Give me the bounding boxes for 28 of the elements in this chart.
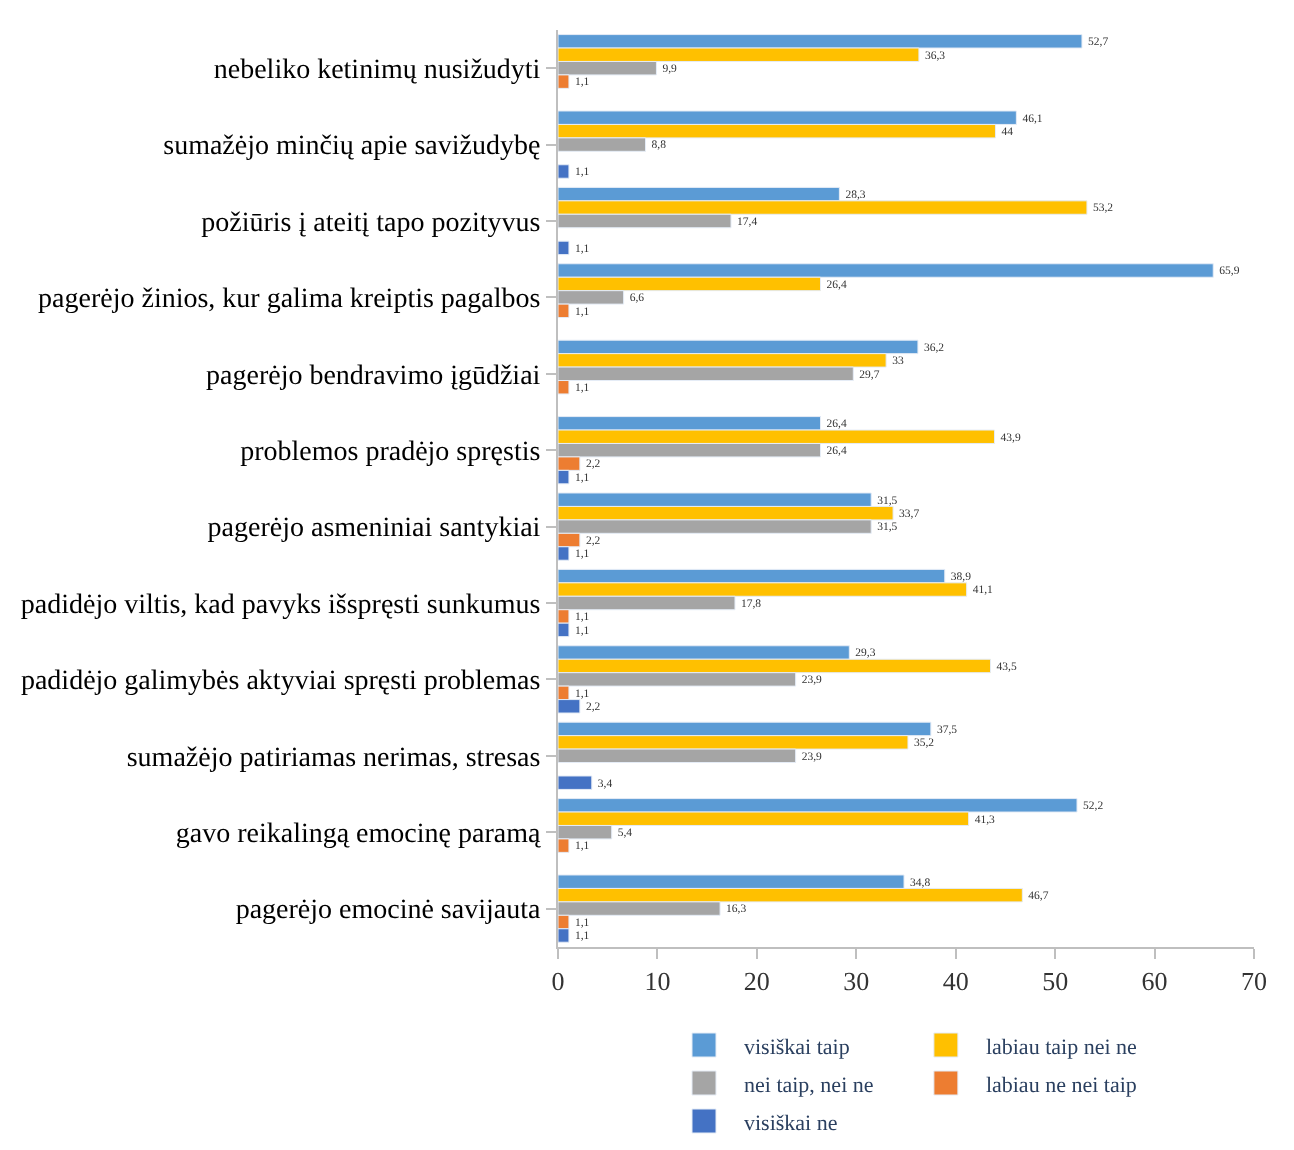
legend-label: visiškai ne — [744, 1111, 838, 1136]
legend-label: labiau taip nei ne — [985, 1035, 1137, 1060]
x-tick-label: 70 — [1241, 966, 1267, 996]
y-tick-label: padidėjo galimybės aktyviai spręsti problemas — [20, 667, 541, 698]
bar — [558, 775, 593, 790]
y-tick-label: nebeliko ketinimų nusižudyti — [213, 56, 541, 86]
y-tick-label: pagerėjo emocinė savijauta — [235, 896, 542, 927]
y-tick-label: gavo reikalingą emocinę paramą — [175, 820, 542, 850]
bar — [558, 240, 570, 256]
x-tick-label: 30 — [843, 966, 870, 996]
y-tick-label: sumažėjo minčių apie savižudybę — [163, 132, 541, 163]
legend-label: nei taip, nei ne — [744, 1073, 874, 1098]
y-tick-label: pagerėjo asmeniniai santykiai — [207, 514, 541, 545]
y-tick-label: padidėjo viltis, kad pavyks išspręsti sunkumus — [20, 590, 541, 621]
y-tick-label: pagerėjo žinios, kur galima kreiptis pagalbos — [38, 285, 541, 316]
y-tick-label: problemos pradėjo spręstis — [240, 438, 541, 468]
y-tick-label: pagerėjo bendravimo įgūdžiai — [206, 361, 541, 392]
x-tick-label: 20 — [743, 966, 770, 996]
x-tick-label: 10 — [644, 966, 671, 996]
x-tick-label: 50 — [1042, 966, 1069, 996]
y-tick-label: sumažėjo patiriamas nerimas, stresas — [126, 743, 541, 774]
x-tick-label: 40 — [942, 966, 969, 996]
x-tick-label: 60 — [1141, 966, 1168, 996]
bar — [558, 164, 570, 179]
legend-label: visiškai taip — [744, 1035, 851, 1060]
y-tick-label: požiūris į ateitį tapo pozityvus — [201, 208, 541, 239]
legend-label: labiau ne nei taip — [985, 1073, 1138, 1098]
x-tick-label: 0 — [551, 966, 565, 996]
